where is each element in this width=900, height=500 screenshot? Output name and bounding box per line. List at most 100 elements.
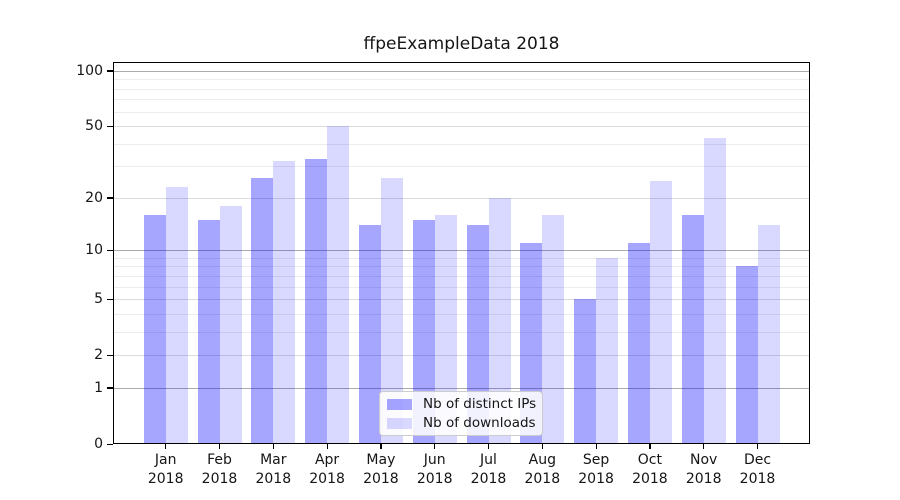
bar-nb-of-downloads	[273, 161, 296, 444]
gridline-minor	[113, 257, 810, 259]
x-tick-label: May 2018	[349, 451, 413, 489]
bar-nb-of-distinct-ips	[735, 266, 758, 444]
y-tick-mark	[107, 197, 113, 199]
x-tick-label: Aug 2018	[510, 451, 574, 489]
x-tick-label: Jan 2018	[134, 451, 198, 489]
bar-nb-of-downloads	[380, 177, 403, 444]
bar-nb-of-distinct-ips	[627, 243, 650, 444]
y-tick-label: 50	[85, 118, 103, 135]
x-tick-mark	[218, 444, 221, 449]
x-tick-year: 2018	[255, 471, 292, 487]
x-tick-label: Nov 2018	[672, 451, 736, 489]
legend-item-distinct-ips: Nb of distinct IPs	[387, 396, 537, 412]
x-tick-month: Dec	[743, 452, 772, 468]
x-tick-year: 2018	[363, 471, 399, 487]
bar-nb-of-distinct-ips	[143, 215, 166, 444]
x-tick-year: 2018	[470, 471, 507, 487]
bar-nb-of-downloads	[327, 126, 350, 444]
bar-nb-of-downloads	[649, 180, 672, 444]
x-tick-month: Jun	[423, 452, 446, 468]
y-tick-label: 100	[76, 62, 103, 79]
gridline-minor	[113, 286, 810, 288]
gridline-minor	[113, 79, 810, 81]
x-tick-year: 2018	[632, 471, 668, 487]
gridline-minor	[113, 166, 810, 168]
gridline-minor	[113, 143, 810, 145]
x-tick-mark	[487, 444, 490, 449]
gridline-major	[113, 355, 810, 357]
x-tick-month: Oct	[637, 452, 662, 468]
bar-nb-of-downloads	[488, 197, 511, 444]
gridline-major	[113, 250, 810, 252]
y-tick-mark	[107, 298, 113, 300]
y-tick-label: 1	[94, 379, 103, 396]
x-tick-year: 2018	[416, 471, 453, 487]
bar-nb-of-distinct-ips	[358, 225, 381, 444]
x-tick-mark	[380, 444, 382, 449]
bar-nb-of-distinct-ips	[574, 299, 597, 444]
x-tick-label: Jun 2018	[403, 451, 467, 489]
legend-swatch-downloads	[387, 417, 412, 429]
gridline-major	[113, 70, 810, 72]
x-tick-label: Mar 2018	[241, 451, 305, 489]
x-tick-month: Mar	[260, 452, 287, 468]
x-tick-label: Apr 2018	[295, 451, 359, 489]
bar-nb-of-distinct-ips	[412, 219, 435, 444]
y-tick-label: 2	[94, 347, 103, 364]
x-tick-mark	[703, 444, 705, 449]
y-tick-mark	[107, 387, 113, 389]
x-tick-mark	[756, 444, 759, 449]
legend: Nb of distinct IPs Nb of downloads	[379, 391, 543, 436]
x-tick-year: 2018	[685, 471, 722, 487]
x-tick-year: 2018	[309, 471, 345, 487]
x-tick-year: 2018	[578, 471, 614, 487]
y-tick-label: 10	[85, 242, 103, 259]
x-tick-mark	[326, 444, 328, 449]
bar-nb-of-distinct-ips	[681, 215, 704, 444]
x-tick-label: Dec 2018	[726, 451, 790, 489]
gridline-minor	[113, 111, 810, 113]
bar-nb-of-distinct-ips	[251, 177, 274, 444]
bar-nb-of-distinct-ips	[197, 219, 220, 444]
plot-area: Nb of distinct IPs Nb of downloads	[113, 62, 810, 444]
x-tick-year: 2018	[147, 471, 184, 487]
gridline-major	[113, 387, 810, 389]
gridline-minor	[113, 99, 810, 101]
bar-nb-of-distinct-ips	[305, 158, 328, 444]
x-tick-month: Nov	[690, 452, 718, 468]
x-tick-mark	[434, 444, 436, 449]
x-tick-month: Apr	[314, 452, 340, 468]
x-tick-mark	[541, 444, 543, 449]
gridline-minor	[113, 313, 810, 315]
y-tick-mark	[107, 354, 113, 356]
bar-nb-of-downloads	[596, 257, 619, 444]
x-tick-month: Jan	[154, 452, 177, 468]
x-tick-label: Feb 2018	[188, 451, 252, 489]
x-tick-month: Jul	[480, 452, 497, 468]
y-tick-mark	[107, 70, 113, 72]
x-tick-mark	[649, 444, 651, 449]
x-tick-month: Feb	[207, 452, 232, 468]
x-tick-label: Jul 2018	[457, 451, 521, 489]
gridline-minor	[113, 88, 810, 90]
legend-label-distinct-ips: Nb of distinct IPs	[423, 396, 537, 412]
y-tick-label: 20	[85, 189, 103, 206]
y-tick-label: 5	[94, 291, 103, 308]
bar-nb-of-distinct-ips	[466, 225, 489, 444]
gridline-major	[113, 299, 810, 301]
legend-swatch-distinct-ips	[387, 398, 412, 410]
bar-nb-of-downloads	[703, 138, 726, 444]
chart-title: ffpeExampleData 2018	[363, 34, 560, 54]
y-tick-mark	[107, 443, 113, 445]
x-tick-month: Aug	[528, 452, 556, 468]
legend-item-downloads: Nb of downloads	[387, 415, 536, 431]
x-tick-year: 2018	[524, 471, 561, 487]
bar-nb-of-downloads	[219, 206, 242, 444]
bar-nb-of-downloads	[757, 225, 780, 444]
gridline-minor	[113, 275, 810, 277]
legend-label-downloads: Nb of downloads	[423, 415, 536, 431]
x-tick-month: May	[366, 452, 396, 468]
x-tick-month: Sep	[582, 452, 610, 468]
gridline-minor	[113, 266, 810, 268]
